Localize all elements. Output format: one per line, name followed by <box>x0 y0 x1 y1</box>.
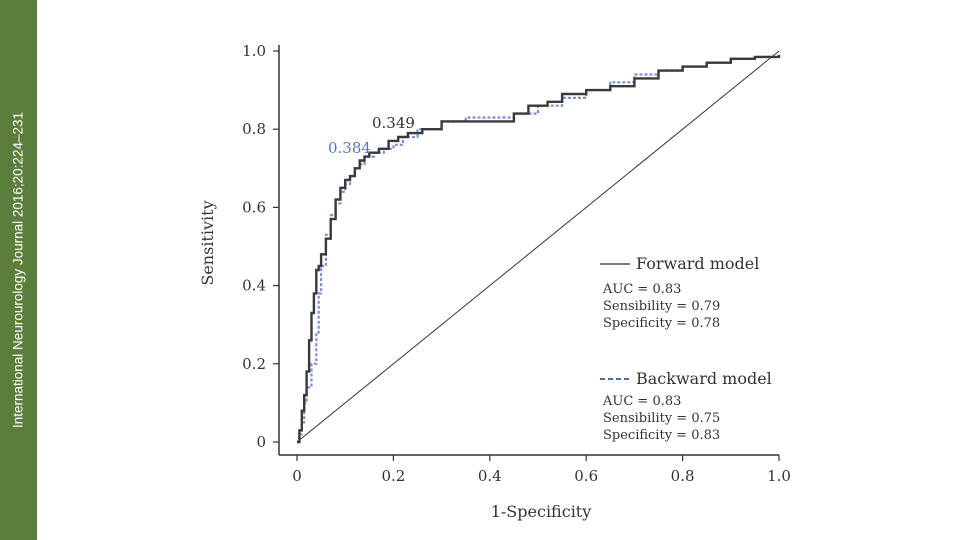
side-banner: International Neurourology Journal 2016;… <box>0 0 37 540</box>
axes <box>278 45 779 456</box>
x-tick-label: 0.8 <box>671 467 695 485</box>
legend-forward-auc: AUC = 0.83 <box>602 282 681 297</box>
legend-backward-auc: AUC = 0.83 <box>602 394 681 409</box>
y-tick-label: 0 <box>256 433 266 451</box>
x-tick-label: 0.2 <box>381 467 405 485</box>
reference-diagonal <box>296 50 780 443</box>
legend-backward-label: Backward model <box>636 369 772 388</box>
y-tick-label: 1.0 <box>242 42 266 60</box>
series-layer <box>296 50 781 444</box>
x-tick-label: 0 <box>292 467 302 485</box>
annotation-backward-cutoff: 0.384 <box>328 139 371 157</box>
y-tick-label: 0.6 <box>242 198 266 216</box>
legend-forward-label: Forward model <box>636 254 759 273</box>
y-tick-label: 0.8 <box>242 120 266 138</box>
legend-backward-sensibility: Sensibility = 0.75 <box>603 411 720 426</box>
x-tick-label: 0.4 <box>478 467 502 485</box>
legend: Forward model AUC = 0.83 Sensibility = 0… <box>600 254 772 443</box>
annotation-forward-cutoff: 0.349 <box>372 114 415 132</box>
x-tick-label: 0.6 <box>574 467 598 485</box>
y-tick-label: 0.4 <box>242 277 266 295</box>
y-tick-label: 0.2 <box>242 355 266 373</box>
legend-backward-specificity: Specificity = 0.83 <box>603 428 720 443</box>
legend-forward-sensibility: Sensibility = 0.79 <box>603 299 720 314</box>
x-axis-title: 1-Specificity <box>491 502 592 521</box>
y-axis-title: Sensitivity <box>198 200 217 285</box>
ticks: 0 0.2 0.4 0.6 0.8 1.0 0 0.2 0.4 0.6 0.8 1.0 <box>242 42 791 485</box>
x-tick-label: 1.0 <box>767 467 791 485</box>
series-forward-model <box>297 54 781 444</box>
legend-forward-specificity: Specificity = 0.78 <box>603 316 720 331</box>
